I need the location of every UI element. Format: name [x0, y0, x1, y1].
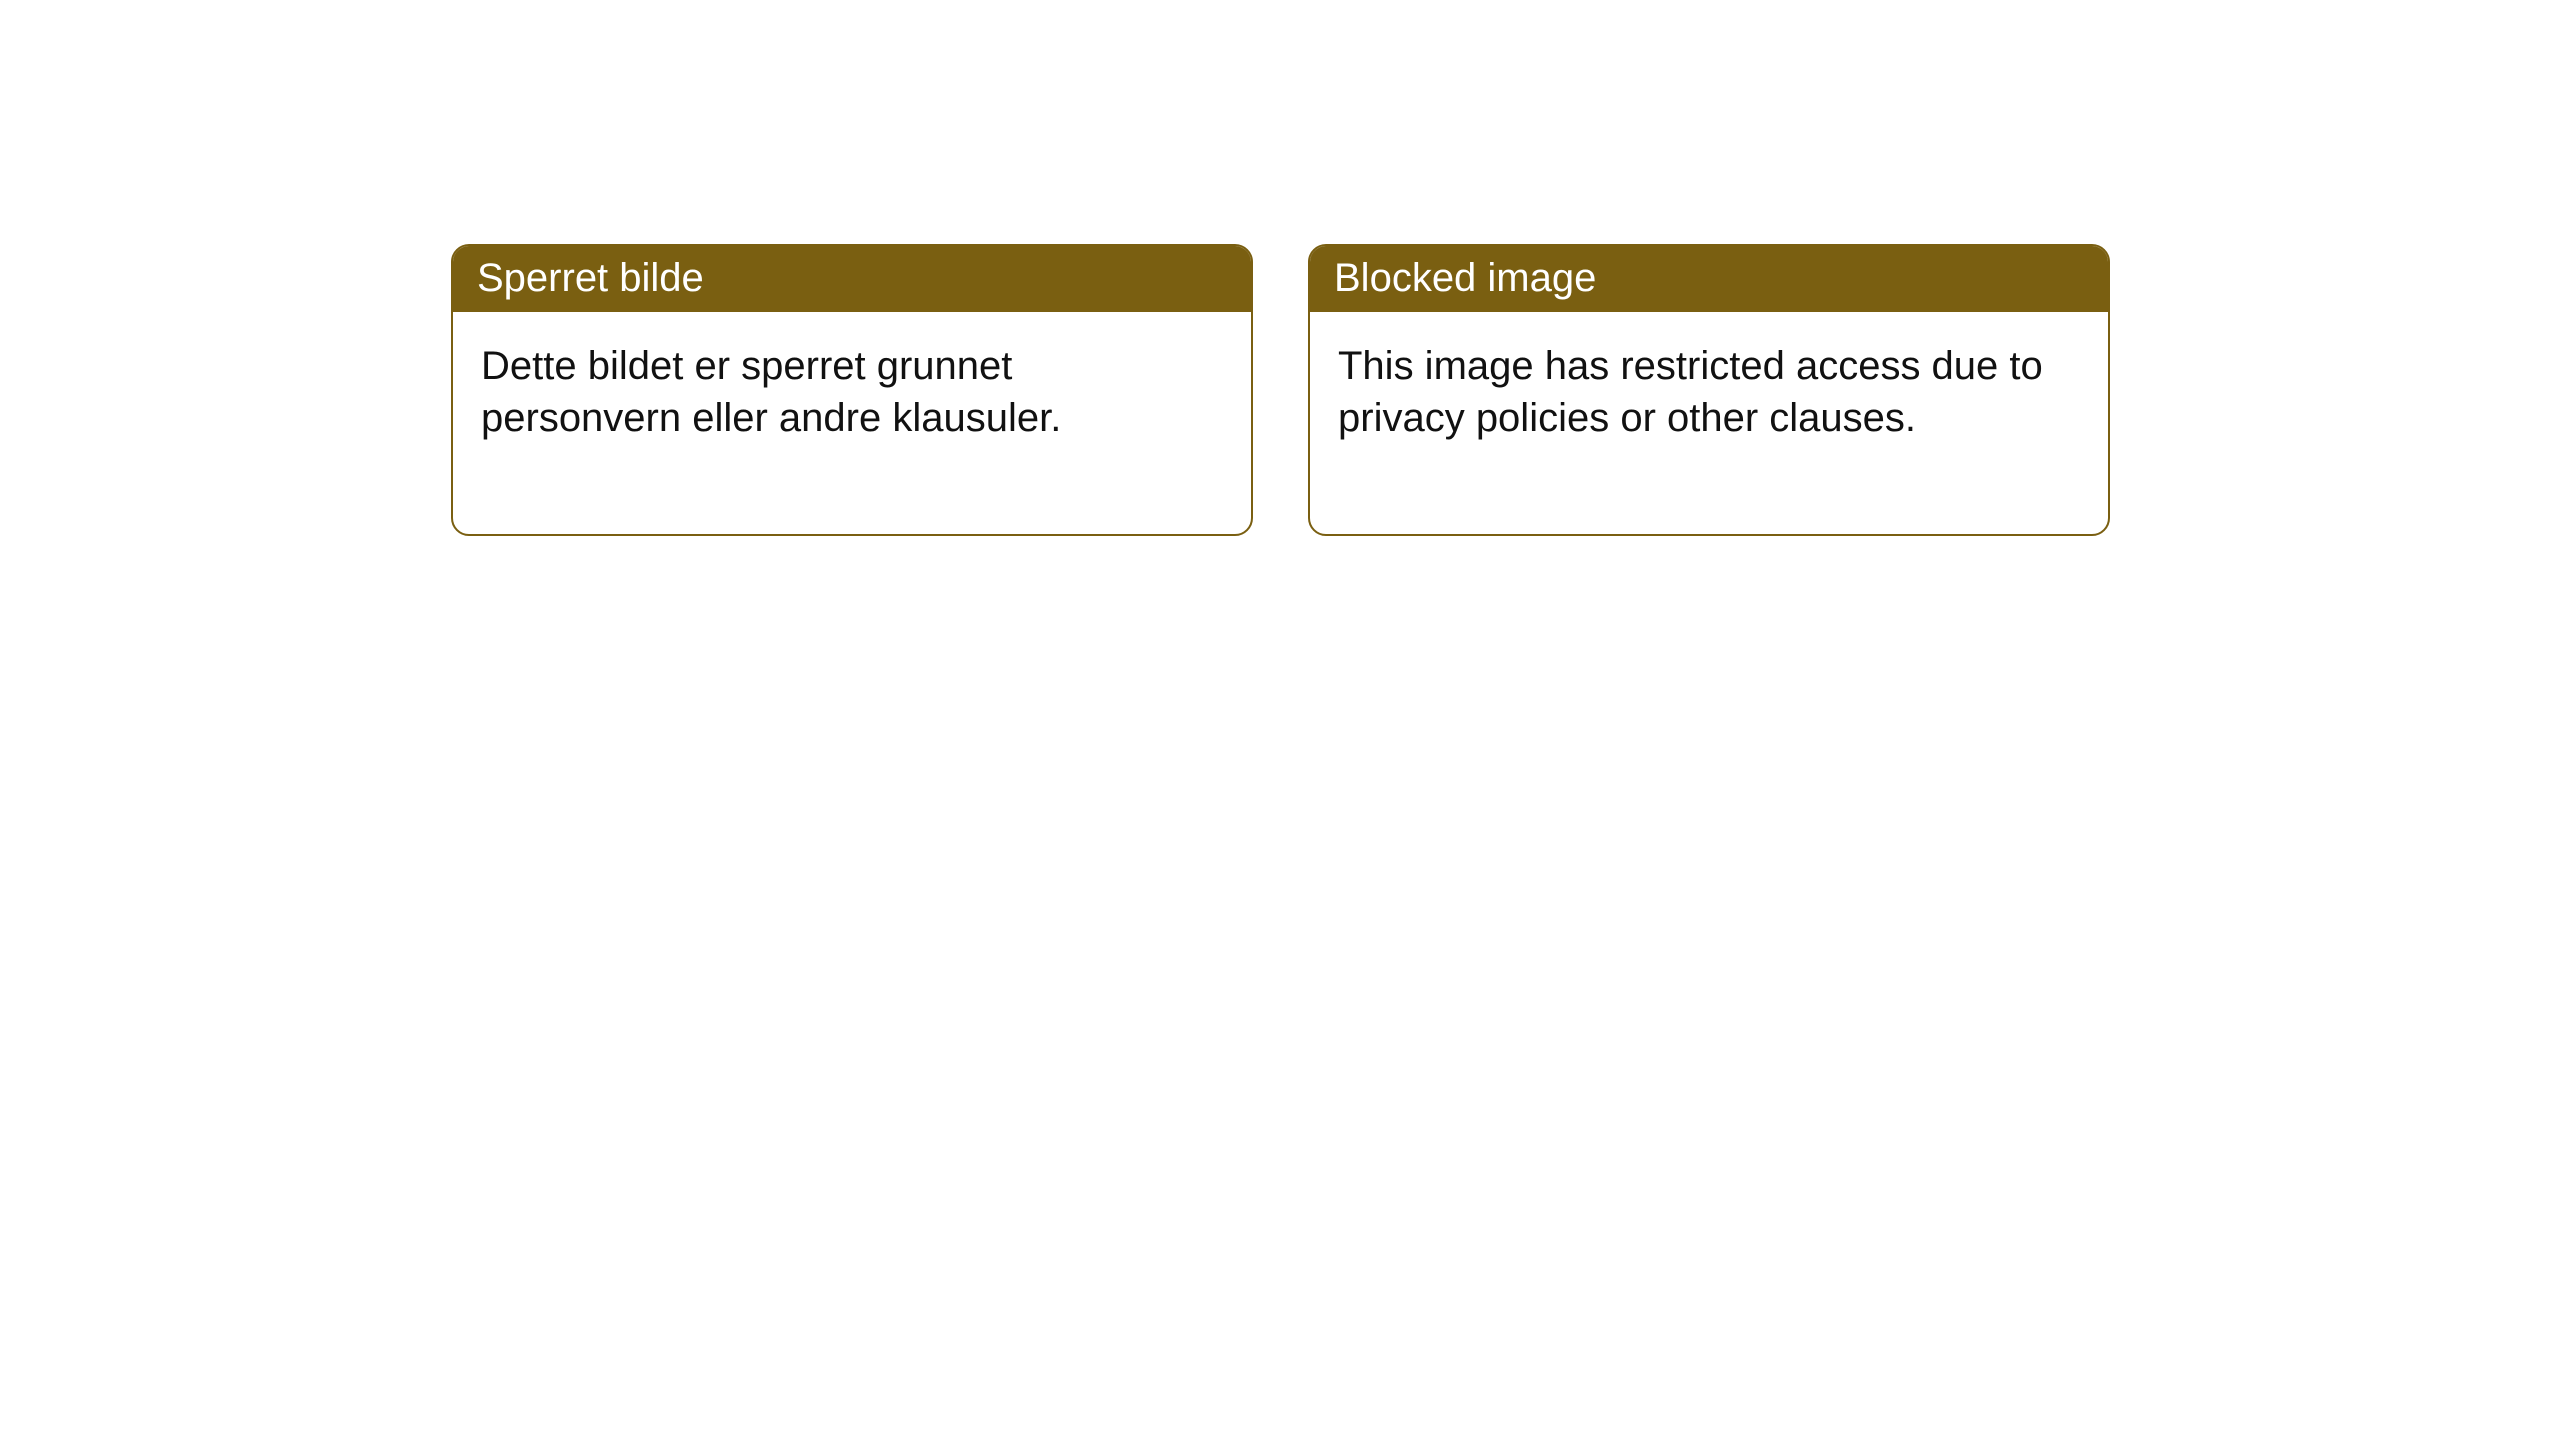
notice-card-norwegian: Sperret bilde Dette bildet er sperret gr… [451, 244, 1253, 536]
notice-cards-row: Sperret bilde Dette bildet er sperret gr… [451, 244, 2560, 536]
notice-card-body: Dette bildet er sperret grunnet personve… [453, 312, 1251, 534]
notice-card-body: This image has restricted access due to … [1310, 312, 2108, 534]
notice-card-title: Blocked image [1310, 246, 2108, 312]
notice-card-english: Blocked image This image has restricted … [1308, 244, 2110, 536]
notice-card-title: Sperret bilde [453, 246, 1251, 312]
